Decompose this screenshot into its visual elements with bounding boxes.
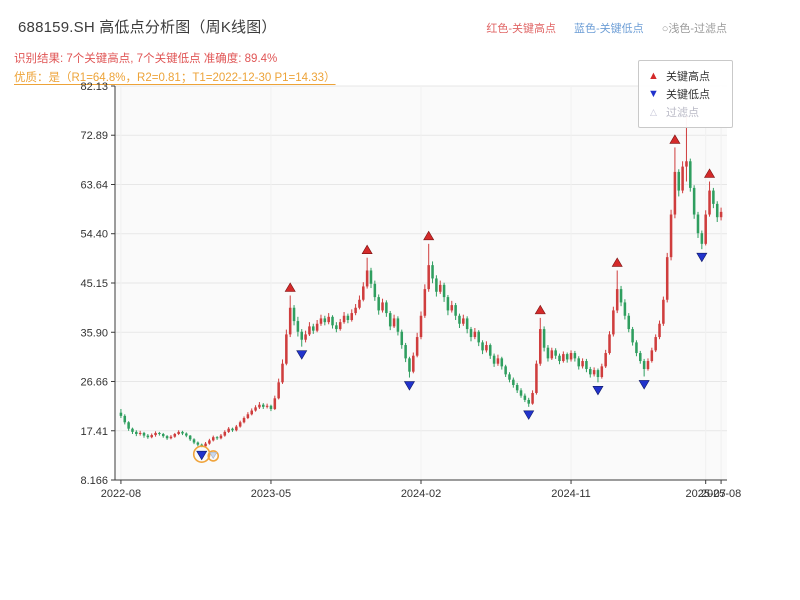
highlight-ring <box>207 450 220 462</box>
legend-row-key-low: ▼ 关键低点 <box>648 85 723 103</box>
y-tick-label: 26.66 <box>80 376 108 388</box>
top-legend-filtered-label: ○浅色-过滤点 <box>661 23 727 35</box>
key-low-marker <box>196 450 208 461</box>
key-high-marker <box>534 304 546 315</box>
legend-label-filtered: 过滤点 <box>666 107 699 119</box>
y-tick-label: 54.40 <box>80 229 108 241</box>
legend-label-key-high: 关键高点 <box>666 71 710 83</box>
page-title: 688159.SH 高低点分析图（周K线图） <box>18 19 277 36</box>
key-high-triangle-icon: ▲ <box>648 70 659 82</box>
y-tick-label: 17.41 <box>80 426 108 438</box>
filtered-point-marker <box>209 452 218 460</box>
x-tick-label: 2022-08 <box>101 488 141 500</box>
key-low-marker <box>638 380 650 390</box>
top-legend-key-high-label: 红色-关键高点 <box>486 23 557 35</box>
filtered-point-markers <box>209 452 218 460</box>
candles <box>119 115 723 448</box>
key-low-marker <box>592 386 604 396</box>
key-high-marker <box>611 257 623 267</box>
recognition-result-text: 识别结果: 7个关键高点, 7个关键低点 准确度: 89.4% <box>14 53 278 65</box>
x-tick-label: 2024-02 <box>401 488 441 500</box>
filtered-triangle-icon: △ <box>650 106 657 117</box>
y-tick-label: 35.90 <box>80 327 108 339</box>
key-high-markers <box>284 134 716 315</box>
key-high-marker <box>423 230 435 241</box>
x-axis: 2022-08 2023-05 2024-02 2024-11 2025-072025-… <box>101 479 741 500</box>
x-tick-label: 2025-08 <box>701 488 741 500</box>
key-low-marker <box>296 350 308 360</box>
highlight-rings <box>192 445 220 463</box>
quality-result-text: 优质：是（R1=64.8%，R2=0.81；T1=2022-12-30 P1=1… <box>14 72 336 84</box>
top-legend: 红色-关键高点 蓝色-关键低点 ○浅色-过滤点 <box>486 20 727 36</box>
legend-label-key-low: 关键低点 <box>666 89 710 101</box>
y-tick-label: 72.89 <box>80 130 108 142</box>
y-tick-label: 63.64 <box>80 179 108 191</box>
highlight-ring <box>192 445 211 463</box>
key-high-marker <box>284 282 296 292</box>
legend-row-key-high: ▲ 关键高点 <box>648 67 723 85</box>
top-legend-key-low-label: 蓝色-关键低点 <box>574 23 644 35</box>
y-tick-label: 8.166 <box>80 475 108 487</box>
chart-legend-box: ▲ 关键高点 ▼ 关键低点 △ 过滤点 <box>638 60 733 128</box>
key-low-triangle-icon: ▼ <box>648 88 659 100</box>
y-tick-label: 82.13 <box>80 81 108 93</box>
key-low-markers <box>196 252 708 461</box>
x-tick-label: 2024-11 <box>551 488 591 500</box>
x-tick-label: 2023-05 <box>251 488 291 500</box>
y-tick-label: 45.15 <box>80 278 108 290</box>
key-low-marker <box>403 381 415 391</box>
legend-row-filtered: △ 过滤点 <box>648 103 723 121</box>
x-tick-label: 2025-07 <box>686 488 726 500</box>
key-high-marker <box>704 168 716 178</box>
key-low-marker <box>523 410 535 420</box>
y-axis: 8.166 17.41 26.66 35.90 45.15 54.40 63.64 72.89… <box>80 81 116 487</box>
key-low-marker <box>696 252 708 263</box>
key-high-marker <box>669 134 681 144</box>
key-high-marker <box>361 244 373 254</box>
